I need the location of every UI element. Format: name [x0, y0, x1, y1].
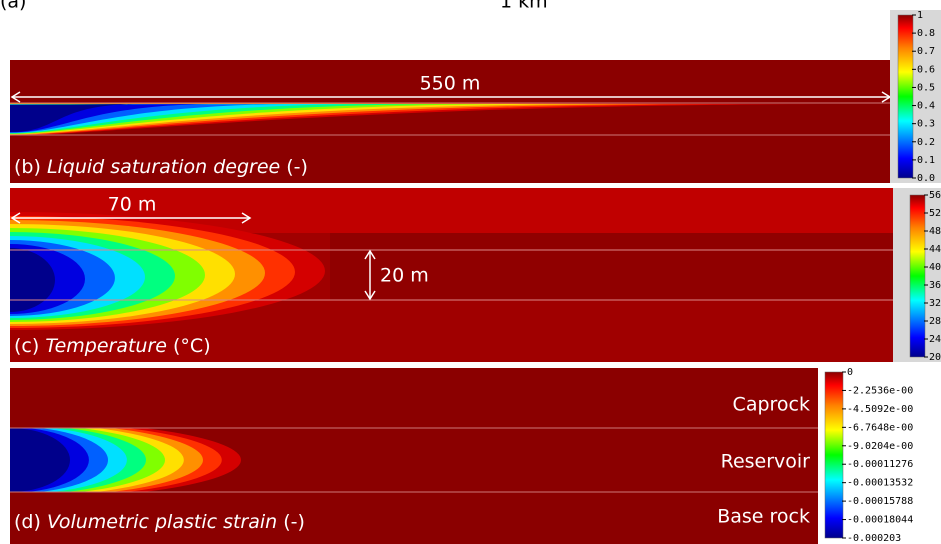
colorbar-tick-label: 20	[929, 352, 941, 363]
colorbar-tick-label: 56	[929, 190, 941, 201]
colorbar-tick-label: 1	[917, 10, 923, 21]
arrow-head	[364, 290, 376, 301]
scale-label: 1 km	[500, 0, 548, 13]
colorbar-tick-label: -0.000203	[847, 533, 901, 544]
layer-name: Reservoir	[721, 451, 811, 473]
label-part: (-)	[277, 511, 305, 533]
colorbar-tick-label: 44	[929, 244, 941, 255]
label-part: Temperature	[45, 335, 167, 357]
panel-a-label: (a)	[0, 0, 26, 13]
contour	[10, 428, 70, 492]
colorbar-tick-label: 0.1	[917, 155, 935, 166]
colorbar-tick-label: 0.7	[917, 46, 935, 57]
dimension-label: 550 m	[420, 73, 481, 95]
dimension-label: 70 m	[108, 194, 157, 216]
label-part: (b)	[14, 156, 47, 178]
arrow-head	[241, 212, 252, 224]
layer-name: Base rock	[717, 506, 810, 528]
colorbar-tick-label: 40	[929, 262, 941, 273]
colorbar-tick-label: 0.4	[917, 101, 935, 112]
label-part: (-)	[280, 156, 308, 178]
label-part: Volumetric plastic strain	[47, 511, 277, 533]
colorbar-tick-label: 0.8	[917, 28, 935, 39]
colorbar-tick-label: -2.2536e-00	[847, 385, 913, 396]
colorbar-tick-label: 0.3	[917, 119, 935, 130]
colorbar-tick-label: 28	[929, 316, 941, 327]
colorbar	[824, 371, 844, 539]
colorbar-tick-label: 52	[929, 208, 941, 219]
arrow-head	[10, 212, 21, 224]
colorbar-tick-label: -0.00015788	[847, 496, 913, 507]
colorbar-tick-label: 0.0	[917, 173, 935, 184]
colorbar-tick-label: -0.00018044	[847, 515, 913, 526]
colorbar-tick-label: 32	[929, 298, 941, 309]
contour	[10, 248, 55, 312]
colorbar-tick-label: 36	[929, 280, 941, 291]
colorbar	[909, 194, 926, 358]
label-part: (°C)	[167, 335, 211, 357]
colorbar-tick-label: -4.5092e-00	[847, 404, 913, 415]
layer-name: Caprock	[733, 394, 810, 416]
panel-label: (c) Temperature (°C)	[14, 335, 211, 357]
colorbar-tick-label: 0.6	[917, 64, 935, 75]
colorbar-tick-label: -9.0204e-00	[847, 441, 913, 452]
panel-label: (b) Liquid saturation degree (-)	[14, 156, 308, 178]
plume-b	[10, 103, 817, 136]
contour	[10, 104, 133, 132]
colorbar-tick-label: -0.00013532	[847, 478, 913, 489]
label-part: (d)	[14, 511, 47, 533]
colorbar-tick-label: 24	[929, 334, 941, 345]
arrow-head	[364, 249, 376, 260]
colorbar-tick-label: 0.5	[917, 82, 935, 93]
colorbar-tick-label: 48	[929, 226, 941, 237]
panel-label: (d) Volumetric plastic strain (-)	[14, 511, 305, 533]
dimension-label: 20 m	[380, 265, 429, 287]
arrow-head	[10, 91, 21, 103]
plume-d	[10, 428, 241, 492]
label-part: (c)	[14, 335, 45, 357]
label-part: Liquid saturation degree	[47, 156, 280, 178]
colorbar-tick-label: 0.2	[917, 137, 935, 148]
colorbar-tick-label: -6.7648e-00	[847, 422, 913, 433]
colorbar-tick-label: -0.00011276	[847, 459, 913, 470]
colorbar	[897, 14, 914, 179]
colorbar-tick-label: 0	[847, 367, 853, 378]
